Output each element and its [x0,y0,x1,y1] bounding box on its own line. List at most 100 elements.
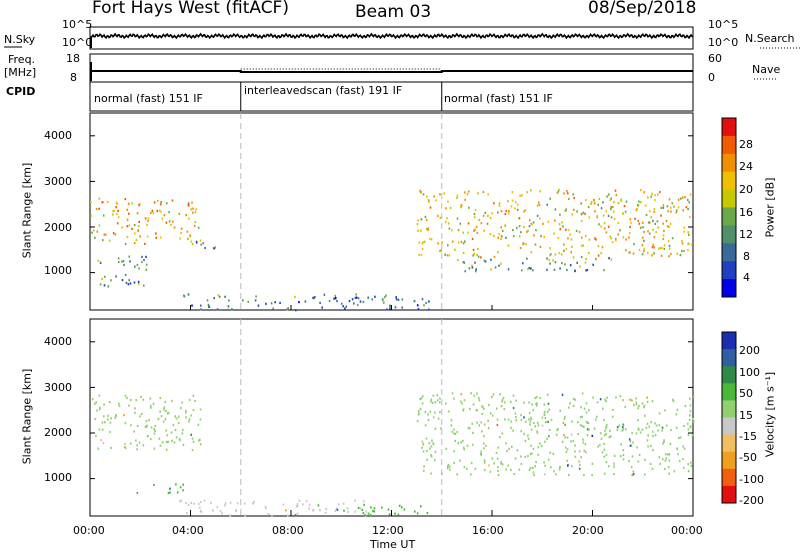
power-cell [565,208,567,211]
power-ytick: 1000 [44,264,72,277]
velocity-cell [506,449,508,453]
power-cell [312,296,314,299]
velocity-cell [414,510,416,513]
power-cell [483,259,486,262]
power-cell [500,235,503,238]
velocity-cell [502,396,505,399]
velocity-cell [430,455,433,458]
velocity-cell [663,440,665,444]
power-cell [500,262,502,265]
velocity-cell [658,412,661,415]
velocity-cell [637,460,640,463]
velocity-cell [608,436,611,439]
power-cell [371,298,373,301]
velocity-cell [638,453,641,457]
power-cell [456,196,458,200]
velocity-cell [491,395,493,398]
velocity-cell [294,514,297,517]
velocity-cell [467,426,470,430]
power-cell [560,253,563,256]
power-cell [460,204,463,207]
velocity-cell [689,461,692,464]
power-cell [571,213,573,216]
velocity-cell [193,502,195,505]
power-cell [418,253,420,256]
velocity-cell [525,420,527,423]
power-cell [423,304,425,307]
velocity-cell [473,394,475,397]
velocity-cell [504,418,506,421]
power-cell [385,294,387,297]
power-cell [123,263,125,267]
power-cell [623,205,626,208]
velocity-cell [548,408,551,411]
velocity-cell [635,397,637,400]
velocity-cell [446,467,449,470]
power-cell [94,236,96,239]
power-cell [227,305,230,308]
power-cell [629,225,631,228]
velocity-cell [518,468,521,471]
velocity-cell [682,445,684,448]
velocity-cell [672,398,674,401]
power-cell [460,206,462,209]
power-cell [188,217,190,220]
power-cell [651,254,653,257]
velocity-cell [174,415,176,418]
velocity-cell [624,405,626,409]
velocity-cell [123,414,125,417]
power-cell [608,257,610,260]
velocity-cell [302,503,304,506]
power-cell [254,299,257,302]
velocity-cell [236,502,239,505]
power-cell [637,219,639,222]
velocity-cell [430,400,432,403]
velocity-cell [578,467,581,470]
velocity-cell [507,464,509,467]
power-cell [476,254,478,257]
power-cell [595,238,597,241]
velocity-cell [159,444,162,447]
velocity-cell [445,447,448,450]
velocity-cell [469,407,471,410]
power-cell [522,243,524,246]
power-cell [605,210,608,213]
velocity-cell [606,396,608,399]
velocity-cell [496,423,499,427]
power-cell [625,249,627,252]
velocity-cell [574,444,576,447]
velocity-cell [317,504,320,507]
power-cell [133,224,136,227]
power-cell [501,229,504,233]
velocity-cell [101,421,104,424]
velocity-cell [663,439,665,442]
velocity-cell [546,410,549,413]
power-cell [151,209,154,212]
velocity-cell [515,399,517,402]
power-cell [134,232,136,235]
nsearch-label: N.Search [745,32,795,45]
power-cell [447,222,450,225]
velocity-cell [418,410,420,413]
power-cell [652,219,654,223]
power-cell [153,201,156,204]
power-cell [99,283,102,286]
power-cell [656,220,659,223]
power-cell [191,201,193,204]
power-cell [121,226,123,229]
velocity-cell [436,394,439,397]
velocity-cell [658,424,661,427]
velocity-cell [434,459,436,462]
velocity-cell [445,402,447,405]
power-cell [580,236,583,239]
velocity-cell [179,500,181,503]
velocity-cell [439,397,441,400]
velocity-cell [543,413,546,416]
velocity-cell [592,396,594,399]
velocity-cell [543,461,545,464]
velocity-cell [574,450,576,453]
velocity-cell [325,507,327,511]
velocity-cell [99,408,101,411]
velocity-cell [190,433,192,436]
power-cell [444,253,446,256]
